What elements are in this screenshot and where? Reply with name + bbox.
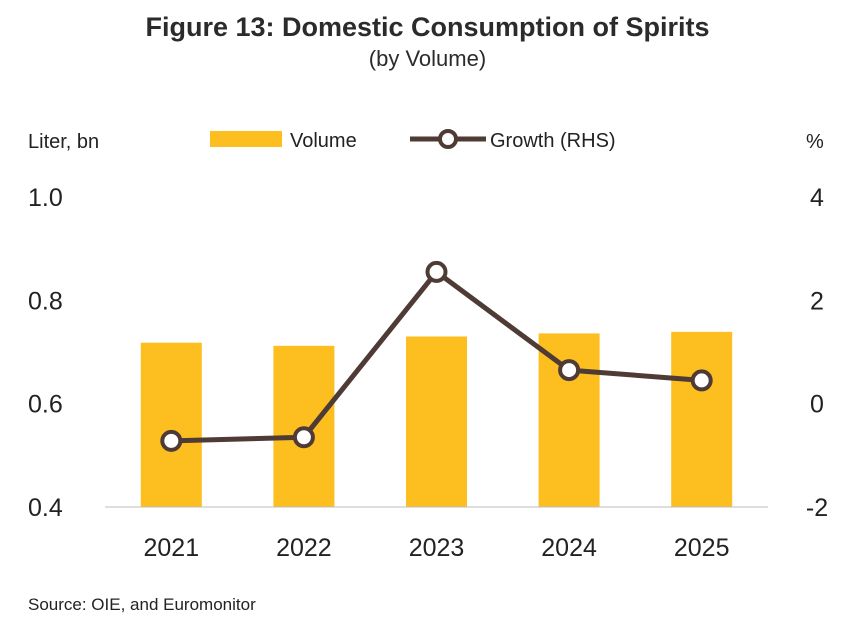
- right-axis-label: %: [806, 131, 824, 153]
- legend-volume-swatch: [210, 131, 282, 147]
- growth-point-2025: [690, 369, 713, 392]
- growth-line-series: [160, 260, 713, 452]
- right-tick-label: -2: [806, 494, 828, 522]
- chart-title: Figure 13: Domestic Consumption of Spiri…: [145, 12, 710, 42]
- growth-point-2024: [558, 359, 581, 382]
- legend-growth-label: Growth (RHS): [490, 130, 616, 152]
- x-axis-ticks: 2021 2022 2023 2024 2025: [143, 534, 729, 562]
- left-axis-label: Liter, bn: [28, 131, 99, 153]
- volume-bars: [140, 331, 733, 507]
- x-tick-label: 2024: [541, 534, 597, 562]
- volume-bar-2025: [671, 331, 733, 507]
- legend: Volume Growth (RHS): [210, 129, 616, 152]
- volume-bar-2023: [406, 336, 467, 507]
- x-tick-label: 2025: [674, 534, 730, 562]
- left-tick-label: 0.6: [28, 391, 63, 419]
- source-note: Source: OIE, and Euromonitor: [28, 595, 256, 614]
- chart-subtitle: (by Volume): [368, 46, 487, 71]
- left-axis-ticks: 0.4 0.6 0.8 1.0: [28, 184, 63, 522]
- volume-bar-2021: [140, 342, 202, 507]
- left-tick-label: 0.4: [28, 494, 63, 522]
- left-tick-label: 1.0: [28, 184, 63, 212]
- x-tick-label: 2023: [409, 534, 465, 562]
- left-tick-label: 0.8: [28, 287, 63, 315]
- right-tick-label: 4: [810, 184, 824, 212]
- right-axis-ticks: -2 0 2 4: [806, 184, 828, 522]
- growth-point-2023: [425, 260, 448, 283]
- legend-growth-marker: [438, 129, 458, 149]
- growth-point-2022: [292, 426, 315, 449]
- x-tick-label: 2022: [276, 534, 332, 562]
- x-tick-label: 2021: [143, 534, 199, 562]
- right-tick-label: 2: [810, 287, 824, 315]
- legend-volume-label: Volume: [290, 130, 357, 152]
- growth-point-2021: [160, 429, 183, 452]
- right-tick-label: 0: [810, 391, 824, 419]
